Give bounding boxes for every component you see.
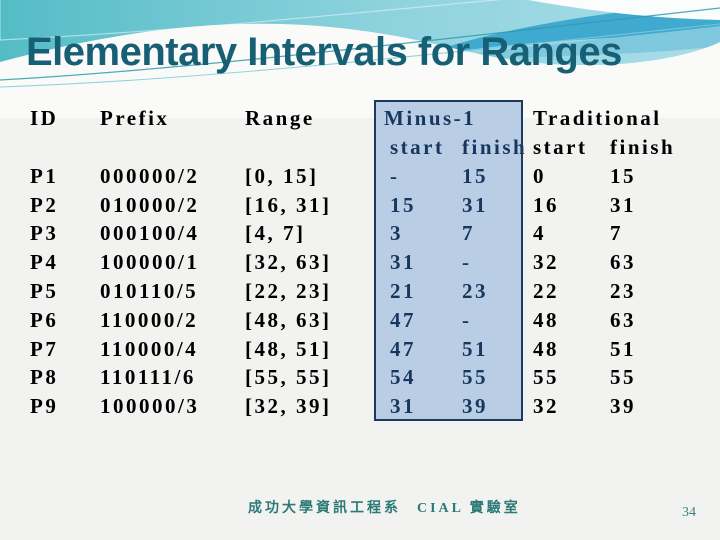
minus1-finish-label: finish xyxy=(462,135,528,159)
header-wave-graphic xyxy=(0,0,720,118)
column-header-range: Range xyxy=(245,105,315,130)
row-id: P5 xyxy=(30,279,59,304)
row-traditional-start: 4 xyxy=(533,221,546,246)
column-header-traditional: Traditional xyxy=(533,105,662,130)
row-prefix: 100000/1 xyxy=(100,250,200,275)
row-minus1-start: 21 xyxy=(390,279,416,304)
row-minus1-start: 3 xyxy=(390,221,403,246)
footer-lab-text: CIAL 實驗室 xyxy=(417,501,521,516)
traditional-finish-label: finish xyxy=(610,135,676,159)
row-id: P6 xyxy=(30,307,59,332)
row-range: [48, 51] xyxy=(245,336,332,361)
row-traditional-finish: 15 xyxy=(610,163,636,188)
row-id: P4 xyxy=(30,250,59,275)
table-row: P2 010000/2 [16, 31] 15 31 16 31 xyxy=(30,191,693,220)
table-header-row: ID Prefix Range Minus-1 Traditional xyxy=(30,103,693,133)
footer-affiliation: 成功大學資訊工程系 CIAL 實驗室 xyxy=(248,497,521,517)
row-range: [48, 63] xyxy=(245,307,332,332)
footer-affiliation-text: 成功大學資訊工程系 xyxy=(248,501,401,516)
row-id: P9 xyxy=(30,394,59,419)
row-range: [4, 7] xyxy=(245,221,306,246)
row-range: [0, 15] xyxy=(245,163,319,188)
column-header-id: ID xyxy=(30,105,59,130)
row-id: P3 xyxy=(30,221,59,246)
intervals-table: ID Prefix Range Minus-1 Traditional star… xyxy=(30,103,693,421)
table-row: P9 100000/3 [32, 39] 31 39 32 39 xyxy=(30,392,693,421)
row-id: P1 xyxy=(30,163,59,188)
row-traditional-finish: 63 xyxy=(610,307,636,332)
row-id: P8 xyxy=(30,365,59,390)
row-prefix: 000100/4 xyxy=(100,221,200,246)
row-range: [32, 63] xyxy=(245,250,332,275)
row-range: [32, 39] xyxy=(245,394,332,419)
row-minus1-finish: 23 xyxy=(462,279,488,304)
row-traditional-start: 48 xyxy=(533,336,559,361)
table-row: P5 010110/5 [22, 23] 21 23 22 23 xyxy=(30,277,693,306)
row-minus1-finish: - xyxy=(462,250,472,275)
row-traditional-finish: 51 xyxy=(610,336,636,361)
row-id: P2 xyxy=(30,192,59,217)
row-traditional-start: 55 xyxy=(533,365,559,390)
row-traditional-finish: 63 xyxy=(610,250,636,275)
row-minus1-start: - xyxy=(390,163,400,188)
row-traditional-start: 22 xyxy=(533,279,559,304)
row-traditional-finish: 55 xyxy=(610,365,636,390)
table-row: P6 110000/2 [48, 63] 47 - 48 63 xyxy=(30,306,693,335)
table-row: P3 000100/4 [4, 7] 3 7 4 7 xyxy=(30,220,693,249)
row-traditional-start: 32 xyxy=(533,394,559,419)
row-traditional-finish: 31 xyxy=(610,192,636,217)
column-header-prefix: Prefix xyxy=(100,105,170,130)
row-traditional-finish: 39 xyxy=(610,394,636,419)
row-minus1-start: 54 xyxy=(390,365,416,390)
column-header-minus1: Minus-1 xyxy=(384,105,477,130)
row-prefix: 000000/2 xyxy=(100,163,200,188)
row-traditional-finish: 7 xyxy=(610,221,623,246)
row-prefix: 100000/3 xyxy=(100,394,200,419)
row-id: P7 xyxy=(30,336,59,361)
row-range: [22, 23] xyxy=(245,279,332,304)
row-range: [16, 31] xyxy=(245,192,332,217)
table-row: P7 110000/4 [48, 51] 47 51 48 51 xyxy=(30,335,693,364)
minus1-highlight-box xyxy=(374,100,523,421)
table-row: P4 100000/1 [32, 63] 31 - 32 63 xyxy=(30,248,693,277)
row-traditional-start: 32 xyxy=(533,250,559,275)
row-range: [55, 55] xyxy=(245,365,332,390)
table-row: P8 110111/6 [55, 55] 54 55 55 55 xyxy=(30,364,693,393)
row-minus1-start: 15 xyxy=(390,192,416,217)
row-traditional-start: 16 xyxy=(533,192,559,217)
traditional-start-label: start xyxy=(533,135,588,159)
row-minus1-finish: 39 xyxy=(462,394,488,419)
row-prefix: 110111/6 xyxy=(100,365,196,390)
row-minus1-finish: 31 xyxy=(462,192,488,217)
row-prefix: 010110/5 xyxy=(100,279,199,304)
row-minus1-finish: 15 xyxy=(462,163,488,188)
row-minus1-start: 31 xyxy=(390,394,416,419)
row-prefix: 010000/2 xyxy=(100,192,200,217)
page-number: 34 xyxy=(682,505,696,520)
row-minus1-start: 31 xyxy=(390,250,416,275)
row-minus1-finish: 7 xyxy=(462,221,475,246)
row-prefix: 110000/4 xyxy=(100,336,199,361)
row-minus1-finish: 55 xyxy=(462,365,488,390)
slide-title: Elementary Intervals for Ranges xyxy=(26,30,622,74)
row-minus1-start: 47 xyxy=(390,336,416,361)
row-minus1-start: 47 xyxy=(390,307,416,332)
row-traditional-start: 48 xyxy=(533,307,559,332)
row-traditional-finish: 23 xyxy=(610,279,636,304)
table-subheader-row: start finish start finish xyxy=(30,133,693,162)
row-minus1-finish: - xyxy=(462,307,472,332)
table-row: P1 000000/2 [0, 15] - 15 0 15 xyxy=(30,162,693,191)
row-traditional-start: 0 xyxy=(533,163,546,188)
minus1-start-label: start xyxy=(390,135,445,159)
row-prefix: 110000/2 xyxy=(100,307,199,332)
row-minus1-finish: 51 xyxy=(462,336,488,361)
